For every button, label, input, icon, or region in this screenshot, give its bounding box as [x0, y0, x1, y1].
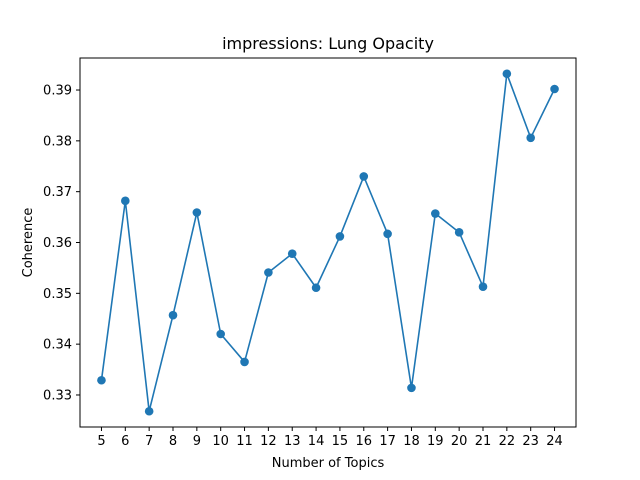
data-point: [454, 228, 464, 237]
x-tick-label: 16: [355, 434, 372, 449]
data-point: [407, 383, 416, 393]
data-point: [311, 283, 321, 293]
data-point: [121, 196, 130, 206]
x-tick-label: 24: [546, 434, 563, 449]
axes-layer: 5 6 7 8 9 10 11 12 13 14 15 16 17 18 19 20 21 22 23 24 0.33 0…: [43, 84, 563, 449]
x-tick-label: 14: [308, 434, 325, 449]
data-point: [97, 375, 106, 385]
data-point: [526, 133, 535, 143]
x-tick-label: 20: [451, 434, 468, 449]
x-tick-label: 13: [284, 434, 301, 449]
data-point: [216, 329, 225, 339]
y-tick-label: 0.33: [43, 388, 72, 403]
x-tick-label: 23: [522, 434, 539, 449]
x-tick-label: 17: [379, 434, 396, 449]
data-layer: [97, 69, 559, 416]
series-line: [100, 72, 556, 413]
x-tick-label: 22: [499, 434, 516, 449]
data-point: [144, 406, 154, 416]
x-tick-label: 12: [260, 434, 277, 449]
data-point: [359, 172, 369, 181]
data-point: [550, 84, 559, 94]
data-point: [502, 69, 512, 79]
y-axis-title: Coherence: [21, 208, 36, 278]
data-point: [168, 310, 178, 320]
y-tick-label: 0.35: [43, 287, 72, 302]
x-tick-label: 8: [169, 434, 177, 449]
chart-title: impressions: Lung Opacity: [222, 34, 434, 53]
data-point: [431, 209, 440, 218]
y-tick-label: 0.36: [43, 236, 72, 251]
data-point: [335, 232, 345, 241]
x-axis-title: Number of Topics: [272, 456, 385, 471]
y-tick-label: 0.38: [43, 134, 72, 149]
data-point: [383, 229, 392, 239]
plot-frame: [79, 57, 577, 428]
x-tick-label: 18: [403, 434, 420, 449]
x-tick-label: 10: [212, 434, 229, 449]
x-tick-label: 7: [145, 434, 153, 449]
x-tick-label: 21: [475, 434, 492, 449]
x-tick-label: 9: [193, 434, 201, 449]
x-tick-label: 5: [97, 434, 105, 449]
y-tick-label: 0.34: [43, 338, 72, 353]
data-point: [240, 357, 249, 367]
x-tick-label: 15: [332, 434, 349, 449]
x-tick-label: 11: [236, 434, 253, 449]
data-point: [287, 249, 297, 258]
data-point: [478, 282, 488, 292]
y-tick-label: 0.39: [43, 84, 72, 99]
x-tick-label: 19: [427, 434, 444, 449]
data-point: [264, 268, 273, 277]
data-point: [192, 208, 202, 217]
x-tick-label: 6: [121, 434, 129, 449]
y-tick-label: 0.37: [43, 185, 72, 200]
